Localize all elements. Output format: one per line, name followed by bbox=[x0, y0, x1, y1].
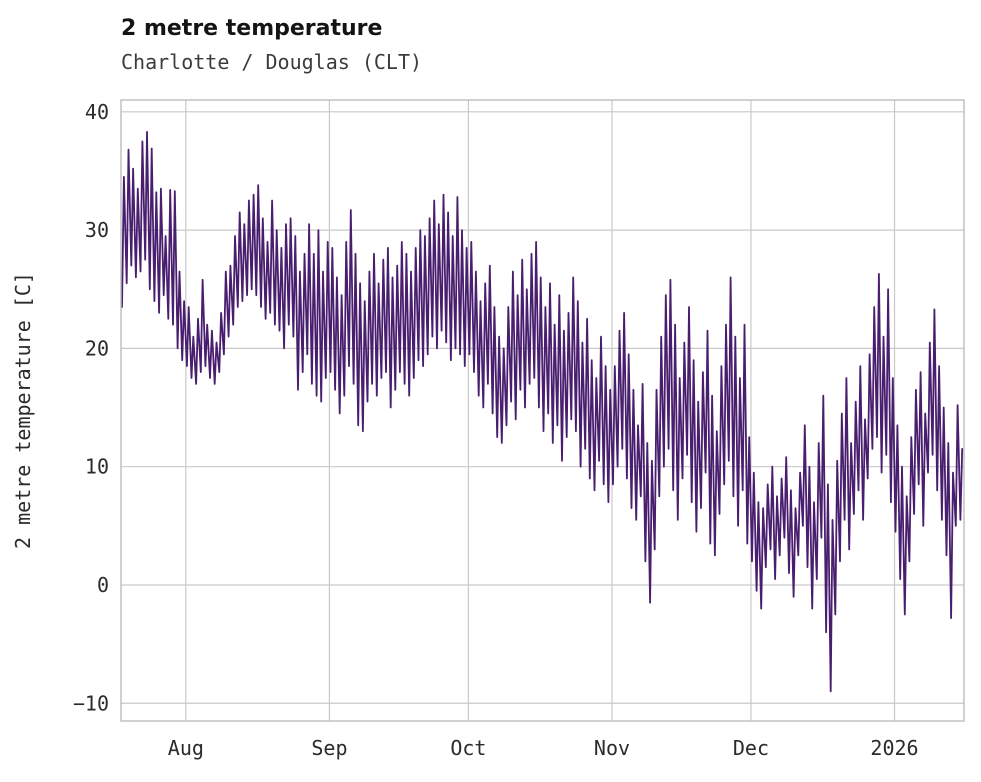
y-tick-label: 0 bbox=[97, 573, 109, 597]
x-tick-label: Aug bbox=[168, 736, 204, 760]
y-tick-label: 10 bbox=[85, 455, 109, 479]
x-tick-label: Oct bbox=[450, 736, 486, 760]
x-tick-label: Nov bbox=[594, 736, 630, 760]
x-tick-label: 2026 bbox=[870, 736, 918, 760]
chart-title: 2 metre temperature bbox=[121, 16, 383, 41]
chart-subtitle: Charlotte / Douglas (CLT) bbox=[121, 50, 423, 74]
y-axis-label: 2 metre temperature [C] bbox=[11, 272, 35, 549]
y-tick-label: 20 bbox=[85, 336, 109, 360]
temperature-line bbox=[121, 130, 964, 693]
y-tick-label: 30 bbox=[85, 218, 109, 242]
y-tick-label: −10 bbox=[73, 691, 109, 715]
plot-border bbox=[120, 99, 965, 722]
x-tick-label: Dec bbox=[733, 736, 769, 760]
x-tick-label: Sep bbox=[311, 736, 347, 760]
y-tick-label: 40 bbox=[85, 100, 109, 124]
